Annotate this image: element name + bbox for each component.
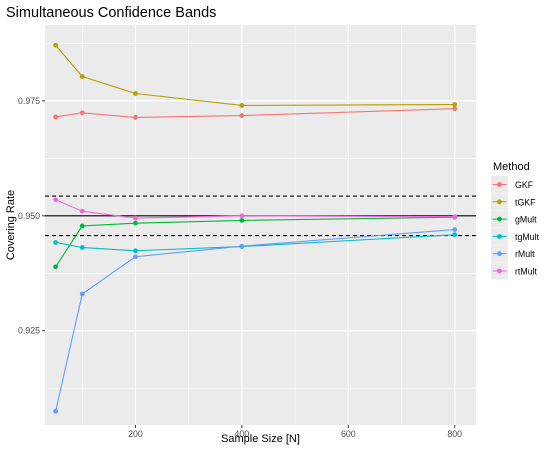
data-point-tgMult [79,245,85,250]
data-point-rMult [53,408,59,414]
legend-label: rMult [515,249,535,259]
legend-key-point [497,182,502,187]
data-point-GKF [452,106,458,112]
legend-label: tgMult [515,232,540,242]
data-point-GKF [79,110,85,116]
legend-label: rtMult [515,267,538,277]
data-point-rMult [133,254,138,260]
legend-label: GKF [515,180,534,190]
data-point-tGKF [239,103,245,108]
data-point-tgMult [133,248,138,254]
y-tick-label: 0.950 [18,211,40,221]
axes: 0.925 0.950 0.975 200 400 600 800 [18,96,462,439]
data-point-rMult [452,227,458,232]
x-tick-label: 600 [341,429,356,439]
data-point-gMult [53,264,59,270]
data-point-gMult [79,223,85,229]
data-point-tgMult [452,232,458,238]
legend-label: tGKF [515,197,536,207]
x-tick-label: 200 [128,429,143,439]
y-tick-label: 0.975 [18,96,40,106]
x-tick-label: 400 [235,429,250,439]
data-point-GKF [53,114,59,120]
data-point-tGKF [79,74,85,79]
data-point-rMult [79,291,85,297]
plot-panel [45,25,476,425]
legend-key-point [497,216,502,222]
data-point-rtMult [79,208,85,214]
legend-key-point [497,251,502,257]
data-point-rtMult [452,214,458,220]
legend-item-gMult: gMult [491,210,537,228]
data-point-rtMult [239,213,245,219]
data-point-GKF [133,115,138,120]
legend-item-tgMult: tgMult [491,227,540,245]
legend-label: gMult [515,215,537,225]
x-tick-label: 800 [447,429,462,439]
y-axis-label: Covering Rate [5,190,17,260]
data-point-tGKF [53,42,59,48]
data-series [53,42,458,414]
legend-title: Method [493,161,530,173]
legend-key-point [497,234,502,239]
y-tick-label: 0.925 [18,326,40,336]
data-point-rtMult [133,215,138,221]
data-point-tgMult [53,240,59,245]
legend-item-tGKF: tGKF [491,193,536,211]
data-point-rMult [239,243,245,249]
legend-key-point [497,268,502,274]
data-point-gMult [239,218,245,223]
x-axis-label: Sample Size [N] [221,433,300,445]
data-point-tGKF [133,91,138,96]
chart-title: Simultaneous Confidence Bands [6,5,216,21]
data-point-rtMult [53,197,59,203]
data-point-GKF [239,113,245,118]
legend-item-rtMult: rtMult [491,262,538,280]
data-point-tGKF [452,102,458,107]
legend-item-rMult: rMult [491,245,535,263]
legend: Method GKF tGKF gMult tgMult rMult rtMult [491,161,540,280]
legend-key-point [497,199,502,205]
legend-item-GKF: GKF [491,176,534,193]
data-point-gMult [133,220,138,226]
